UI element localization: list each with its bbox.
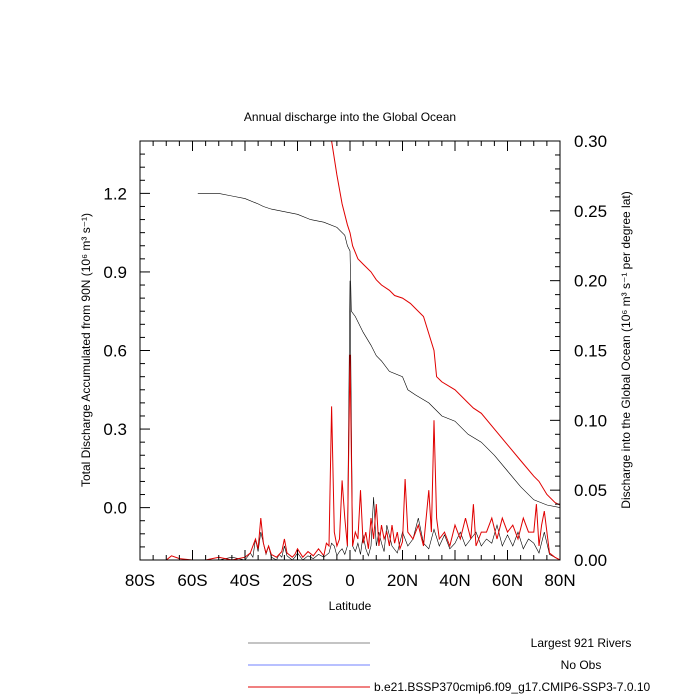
series-layer [140, 141, 560, 560]
y-left-tick-label: 1.2 [103, 184, 127, 203]
legend-label: Largest 921 Rivers [531, 636, 632, 650]
x-tick-label: 40N [439, 571, 470, 590]
series-line-4 [140, 354, 560, 560]
y-left-tick-label: 0.3 [103, 420, 127, 439]
y-left-tick-label: 0.6 [103, 342, 127, 361]
x-tick-label: 40S [230, 571, 260, 590]
x-tick-label: 0 [345, 571, 354, 590]
x-tick-label: 20N [387, 571, 418, 590]
x-tick-label: 80S [125, 571, 155, 590]
y-right-tick-label: 0.10 [574, 411, 607, 430]
y-right-tick-label: 0.05 [574, 481, 607, 500]
ticks-layer: 80S 60S 40S 20S 0 20N 40N 60N 80N 0.0 0.3 0.6 0.9 1.2… [103, 132, 607, 590]
series-line-0 [197, 193, 560, 508]
y-right-tick-label: 0.15 [574, 342, 607, 361]
series-line-2 [331, 141, 560, 506]
series-line-3 [140, 280, 560, 560]
y-axis-right-label: Discharge into the Global Ocean (10⁶ m³ … [619, 191, 633, 508]
legend-label: b.e21.BSSP370cmip6.f09_g17.CMIP6-SSP3-7.… [374, 680, 650, 694]
y-right-tick-label: 0.30 [574, 132, 607, 151]
legend-label: No Obs [561, 658, 602, 672]
y-axis-left-label: Total Discharge Accumulated from 90N (10… [79, 213, 93, 487]
x-tick-label: 80N [544, 571, 575, 590]
y-right-tick-label: 0.25 [574, 202, 607, 221]
x-tick-label: 60S [177, 571, 207, 590]
plot-frame [139, 140, 561, 561]
y-right-tick-label: 0.00 [574, 551, 607, 570]
x-tick-label: 20S [282, 571, 312, 590]
x-axis-label: Latitude [329, 599, 372, 613]
y-right-tick-label: 0.20 [574, 272, 607, 291]
legend: Largest 921 Rivers No Obs b.e21.BSSP370cmi… [248, 636, 650, 694]
x-tick-label: 60N [492, 571, 523, 590]
y-left-tick-label: 0.0 [103, 499, 127, 518]
y-left-tick-label: 0.9 [103, 263, 127, 282]
chart-title: Annual discharge into the Global Ocean [244, 110, 456, 124]
